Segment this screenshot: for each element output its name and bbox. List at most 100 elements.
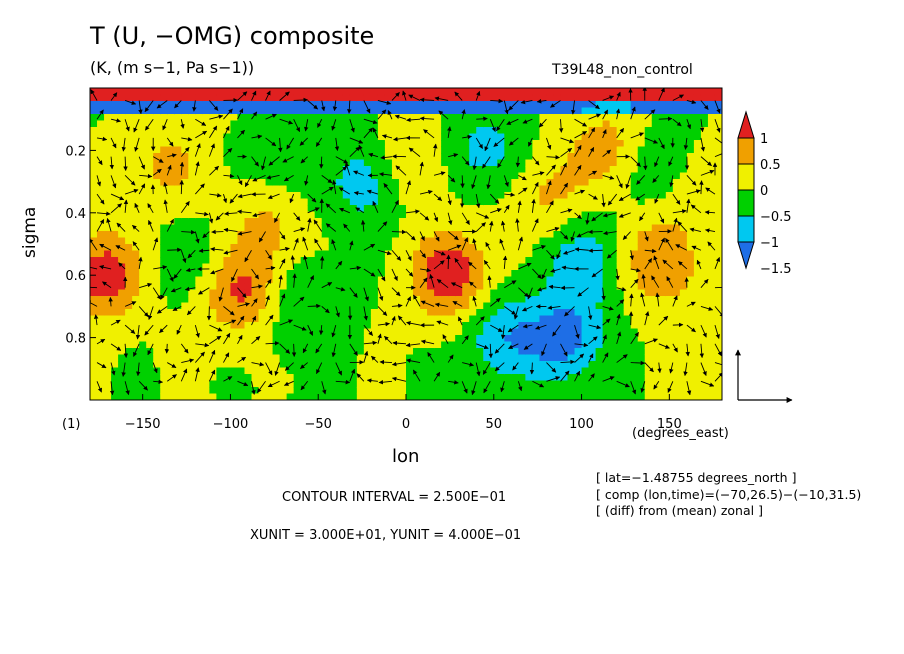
- heatmap-cell: [476, 211, 484, 219]
- heatmap-cell: [111, 328, 119, 336]
- heatmap-cell: [588, 159, 597, 167]
- heatmap-cell: [223, 348, 232, 356]
- heatmap-cell: [630, 205, 639, 213]
- heatmap-cell: [328, 315, 337, 323]
- heatmap-cell: [539, 322, 548, 330]
- heatmap-cell: [623, 120, 632, 128]
- heatmap-cell: [286, 211, 295, 219]
- heatmap-cell: [342, 198, 351, 206]
- heatmap-cell: [202, 309, 210, 317]
- heatmap-cell: [588, 283, 597, 291]
- heatmap-cell: [609, 289, 618, 297]
- heatmap-cell: [511, 237, 519, 245]
- heatmap-cell: [686, 361, 695, 369]
- heatmap-cell: [139, 387, 147, 395]
- heatmap-cell: [272, 101, 281, 109]
- heatmap-cell: [644, 244, 653, 252]
- heatmap-cell: [602, 309, 611, 317]
- heatmap-cell: [230, 302, 239, 310]
- heatmap-cell: [413, 198, 421, 206]
- heatmap-cell: [462, 354, 470, 362]
- heatmap-cell: [665, 140, 674, 148]
- heatmap-cell: [567, 114, 576, 122]
- heatmap-cell: [118, 211, 126, 219]
- heatmap-cell: [160, 322, 168, 330]
- heatmap-cell: [630, 348, 639, 356]
- heatmap-cell: [581, 302, 590, 310]
- heatmap-cell: [342, 289, 351, 297]
- heatmap-cell: [377, 120, 386, 128]
- heatmap-cell: [258, 270, 267, 278]
- heatmap-cell: [272, 354, 281, 362]
- heatmap-cell: [455, 354, 463, 362]
- heatmap-cell: [448, 224, 456, 232]
- heatmap-cell: [265, 289, 274, 297]
- wind-vector: [321, 282, 333, 289]
- heatmap-cell: [97, 354, 105, 362]
- heatmap-cell: [293, 107, 302, 115]
- heatmap-cell: [707, 159, 716, 167]
- heatmap-cell: [532, 335, 541, 343]
- heatmap-cell: [160, 88, 168, 96]
- wind-vector: [159, 324, 168, 334]
- heatmap-cell: [265, 374, 274, 382]
- heatmap-cell: [525, 218, 533, 226]
- heatmap-cell: [209, 302, 217, 310]
- heatmap-cell: [546, 387, 555, 395]
- heatmap-cell: [216, 250, 225, 258]
- heatmap-cell: [609, 302, 618, 310]
- heatmap-cell: [195, 192, 203, 200]
- heatmap-cell: [125, 198, 133, 206]
- heatmap-cell: [391, 328, 400, 336]
- heatmap-cell: [427, 153, 435, 161]
- wind-vector: [503, 175, 509, 187]
- heatmap-cell: [118, 315, 126, 323]
- heatmap-cell: [504, 94, 512, 102]
- heatmap-cell: [420, 140, 428, 148]
- heatmap-cell: [672, 166, 681, 174]
- heatmap-cell: [588, 127, 597, 135]
- heatmap-cell: [377, 231, 386, 239]
- heatmap-cell: [335, 393, 344, 400]
- heatmap-cell: [265, 263, 274, 271]
- heatmap-cell: [504, 224, 512, 232]
- heatmap-cell: [462, 205, 470, 213]
- heatmap-cell: [693, 244, 702, 252]
- heatmap-cell: [581, 198, 590, 206]
- heatmap-cell: [693, 302, 702, 310]
- heatmap-cell: [328, 224, 337, 232]
- wind-vector: [96, 136, 108, 142]
- heatmap-cell: [237, 114, 246, 122]
- wind-vector: [447, 231, 459, 241]
- heatmap-cell: [188, 276, 196, 284]
- heatmap-cell: [314, 153, 323, 161]
- heatmap-cell: [651, 387, 660, 395]
- heatmap-cell: [553, 328, 562, 336]
- heatmap-cell: [209, 289, 217, 297]
- heatmap-cell: [279, 172, 288, 180]
- heatmap-cell: [335, 166, 344, 174]
- heatmap-cell: [651, 107, 660, 115]
- heatmap-cell: [202, 133, 210, 141]
- heatmap-cell: [118, 94, 126, 102]
- heatmap-cell: [532, 237, 541, 245]
- heatmap-cell: [349, 224, 358, 232]
- heatmap-cell: [125, 289, 133, 297]
- heatmap-cell: [609, 179, 618, 187]
- heatmap-cell: [349, 309, 358, 317]
- heatmap-cell: [363, 166, 372, 174]
- heatmap-cell: [644, 263, 653, 271]
- heatmap-cell: [209, 166, 217, 174]
- heatmap-cell: [525, 211, 533, 219]
- wind-vector: [265, 295, 270, 307]
- heatmap-cell: [707, 94, 716, 102]
- heatmap-cell: [686, 237, 695, 245]
- heatmap-cell: [349, 114, 358, 122]
- heatmap-cell: [244, 283, 253, 291]
- heatmap-cell: [118, 185, 126, 193]
- heatmap-cell: [195, 257, 203, 265]
- heatmap-cell: [448, 289, 456, 297]
- heatmap-cell: [504, 354, 512, 362]
- heatmap-cell: [567, 94, 576, 102]
- heatmap-cell: [97, 374, 105, 382]
